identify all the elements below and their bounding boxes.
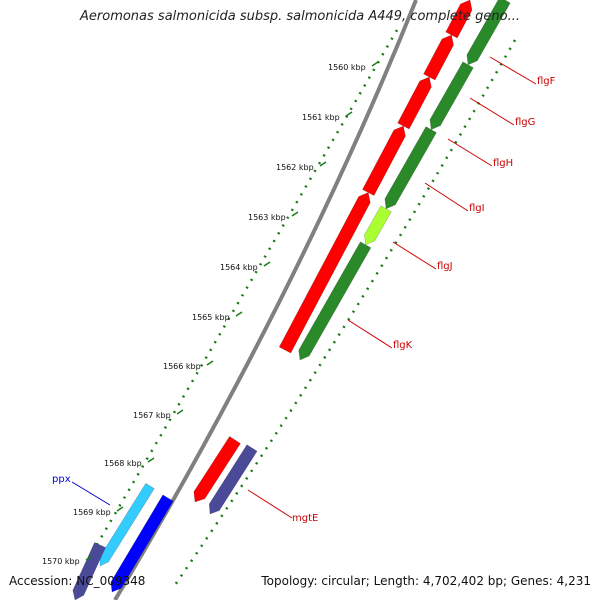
- leader-line: [392, 241, 437, 270]
- kbp-tick-mark: [206, 360, 214, 366]
- kbp-tick-label: 1568 kbp: [104, 459, 142, 468]
- leader-line: [347, 319, 393, 349]
- leader-line: [247, 489, 293, 519]
- kbp-tick-mark: [291, 211, 299, 217]
- purple-gene-arrow: [72, 542, 106, 600]
- leader-line: [489, 56, 537, 85]
- kbp-tick: 1560 kbp: [328, 61, 379, 72]
- kbp-tick: 1567 kbp: [133, 409, 184, 420]
- kbp-tick-label: 1563 kbp: [248, 213, 286, 222]
- leader-line: [424, 182, 469, 212]
- kbp-tick: 1568 kbp: [104, 457, 155, 468]
- kbp-tick: 1563 kbp: [248, 211, 299, 222]
- gene-label-ppx: ppx: [52, 474, 111, 506]
- kbp-tick: 1569 kbp: [73, 506, 124, 517]
- accession-text: Accession: NC_009348: [9, 574, 146, 588]
- kbp-tick-label: 1566 kbp: [163, 362, 201, 371]
- kbp-tick-mark: [147, 457, 155, 463]
- green-gene-arrow: [466, 0, 511, 66]
- inner-dot-ring: [86, 29, 399, 561]
- kbp-tick-mark: [235, 311, 243, 317]
- kbp-tick-mark: [319, 161, 327, 167]
- kbp-tick-mark: [345, 111, 353, 117]
- kbp-tick-mark: [116, 506, 124, 512]
- kbp-tick: 1570 kbp: [42, 555, 93, 566]
- ppx-cyan-arrow: [99, 482, 155, 567]
- kbp-tick: 1565 kbp: [192, 311, 243, 322]
- gene-name: flgG: [515, 117, 535, 128]
- kbp-tick-mark: [85, 555, 93, 561]
- gene-label-flgF: flgF: [489, 56, 556, 87]
- gene-label-flgJ: flgJ: [392, 241, 453, 272]
- gene-label-flgG: flgG: [469, 97, 535, 128]
- kbp-tick-label: 1564 kbp: [220, 263, 258, 272]
- kbp-tick-label: 1562 kbp: [276, 163, 314, 172]
- gene-labels: flgF flgG flgH flgI flgJ flgK mgtE ppx: [52, 56, 556, 524]
- gene-name: flgJ: [437, 261, 453, 272]
- gene-name: flgH: [493, 158, 513, 169]
- kbp-tick-label: 1565 kbp: [192, 313, 230, 322]
- gene-label-flgH: flgH: [447, 138, 513, 169]
- gene-label-flgI: flgI: [424, 182, 485, 214]
- kbp-tick-label: 1561 kbp: [302, 113, 340, 122]
- blue-gene-arrow: [110, 494, 174, 593]
- kbp-tick-label: 1569 kbp: [73, 508, 111, 517]
- green-gene-arrow: [429, 61, 474, 131]
- green-gene-arrow: [298, 241, 372, 361]
- red-gene-arrow: [278, 192, 371, 354]
- green-gene-arrow: [384, 126, 437, 210]
- gene-name: flgI: [469, 203, 485, 214]
- kbp-tick-mark: [176, 409, 184, 415]
- kbp-tick: 1564 kbp: [220, 261, 271, 272]
- red-gene-arrow: [423, 34, 454, 81]
- topology-text: Topology: circular; Length: 4,702,402 bp…: [261, 574, 591, 588]
- feature-track: [72, 0, 511, 600]
- gene-name: mgtE: [292, 513, 318, 524]
- gene-name: ppx: [52, 474, 71, 485]
- kbp-tick-label: 1567 kbp: [133, 411, 171, 420]
- kbp-tick-mark: [371, 61, 379, 67]
- mgte-purple-arrow: [208, 444, 258, 515]
- red-gene-arrow: [397, 76, 432, 130]
- kbp-tick-label: 1570 kbp: [42, 557, 80, 566]
- mgte-red-arrow: [193, 436, 241, 503]
- leader-line: [469, 97, 515, 126]
- kbp-ticks: 1560 kbp 1561 kbp 1562 kbp 1563 kbp 1564 kbp…: [42, 61, 379, 566]
- gene-label-mgtE: mgtE: [247, 489, 318, 524]
- kbp-tick: 1561 kbp: [302, 111, 353, 122]
- gene-name: flgK: [393, 340, 413, 351]
- kbp-tick-label: 1560 kbp: [328, 63, 366, 72]
- red-gene-arrow: [362, 125, 406, 196]
- kbp-tick-mark: [263, 261, 271, 267]
- green-gene-arrow: [364, 205, 392, 246]
- leader-line: [447, 138, 493, 167]
- gene-label-flgK: flgK: [347, 319, 413, 351]
- gene-name: flgF: [537, 76, 556, 87]
- kbp-tick: 1566 kbp: [163, 360, 214, 371]
- map-title: Aeromonas salmonicida subsp. salmonicida…: [80, 9, 520, 24]
- kbp-tick: 1562 kbp: [276, 161, 327, 172]
- leader-line: [71, 481, 111, 506]
- red-gene-arrow: [445, 0, 473, 39]
